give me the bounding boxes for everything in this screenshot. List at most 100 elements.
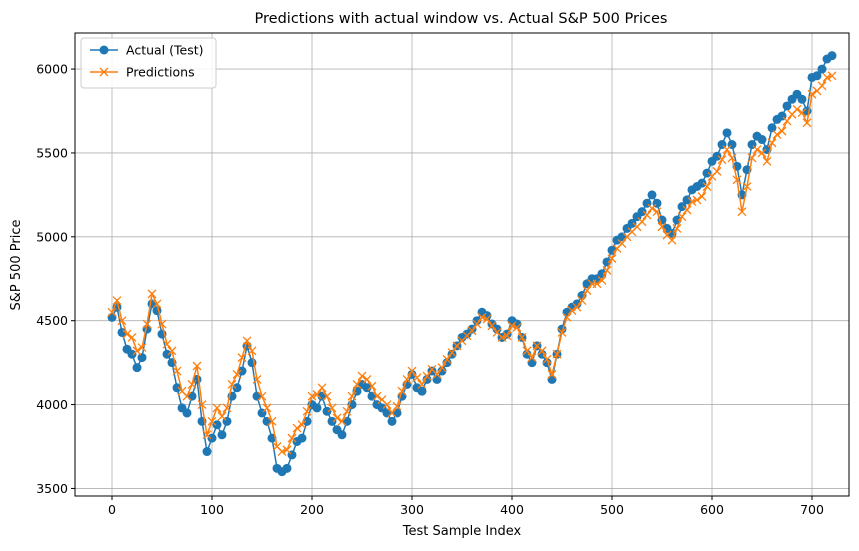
data-point [297, 433, 307, 443]
data-point [522, 346, 532, 356]
data-point [212, 420, 222, 430]
data-point [292, 423, 302, 433]
data-point [572, 302, 582, 312]
data-point [122, 329, 132, 339]
data-point [637, 207, 647, 217]
x-tick-label: 100 [200, 502, 224, 517]
data-point [607, 254, 617, 264]
data-point [477, 312, 487, 322]
data-point [157, 319, 167, 329]
data-point [482, 314, 492, 324]
data-point [162, 349, 172, 359]
data-point [642, 210, 652, 220]
data-point [752, 145, 762, 155]
data-point [247, 346, 257, 356]
data-point [702, 182, 712, 191]
data-point [682, 195, 692, 205]
data-point [652, 207, 662, 217]
data-point [502, 331, 512, 341]
data-point [242, 336, 252, 346]
x-tick-label: 0 [108, 502, 116, 517]
y-tick-label: 4000 [36, 397, 68, 412]
data-point [117, 327, 127, 337]
series-layer [107, 51, 837, 477]
data-point [252, 391, 262, 401]
data-point [582, 286, 592, 295]
data-point [657, 222, 667, 232]
data-point [572, 299, 582, 309]
data-point [567, 306, 577, 316]
data-point [677, 212, 687, 222]
x-tick-label: 500 [600, 502, 624, 517]
data-point [312, 403, 322, 413]
data-point [262, 403, 272, 413]
legend-actual-label: Actual (Test) [126, 43, 204, 58]
data-point [792, 104, 802, 114]
data-point [732, 175, 742, 185]
y-tick-label: 3500 [36, 481, 68, 496]
data-point [142, 319, 152, 329]
data-point [782, 101, 792, 111]
series-predictions [107, 71, 837, 457]
data-point [637, 217, 647, 227]
data-point [682, 205, 692, 215]
data-point [497, 333, 507, 342]
data-point [182, 391, 192, 401]
data-point [257, 391, 267, 401]
data-point [687, 197, 697, 207]
data-point [542, 354, 552, 364]
data-point [382, 400, 392, 410]
data-point [812, 71, 822, 81]
y-axis-label: S&P 500 Price [9, 219, 24, 310]
data-point [107, 307, 117, 317]
data-point [522, 349, 532, 359]
data-point [807, 89, 817, 99]
data-point [547, 369, 557, 379]
data-point [737, 207, 747, 217]
data-point [797, 108, 807, 118]
series-line [111, 54, 833, 473]
data-point [827, 71, 837, 81]
data-point [697, 192, 707, 202]
data-point [712, 151, 722, 161]
data-point [282, 463, 292, 473]
data-point [762, 156, 772, 166]
data-point [507, 321, 517, 331]
data-point [767, 138, 777, 148]
data-point [167, 346, 177, 356]
data-point [352, 379, 362, 389]
data-point [172, 366, 182, 376]
data-point [192, 361, 202, 371]
data-point [162, 339, 172, 349]
data-point [307, 391, 317, 401]
data-point [782, 116, 792, 126]
data-point [472, 316, 482, 326]
y-tick-label: 6000 [36, 62, 68, 77]
y-tick-label: 4500 [36, 313, 68, 328]
data-point [107, 312, 117, 322]
data-point [437, 366, 447, 376]
data-point [742, 182, 752, 191]
data-point [172, 383, 182, 393]
y-tick-label: 5500 [36, 145, 68, 160]
data-point [147, 289, 157, 299]
data-point [697, 178, 707, 188]
chart-title: Predictions with actual window vs. Actua… [255, 11, 668, 27]
data-point [267, 416, 277, 426]
data-point [797, 94, 807, 104]
data-point [202, 447, 212, 457]
data-point [357, 371, 367, 381]
data-point [397, 386, 407, 396]
data-point [317, 383, 327, 393]
data-point [387, 408, 397, 418]
series-actual [107, 51, 837, 477]
data-point [137, 353, 147, 363]
x-tick-label: 200 [300, 502, 324, 517]
data-point [327, 403, 337, 413]
data-point [437, 363, 447, 373]
grid [75, 33, 849, 496]
data-point [237, 353, 247, 363]
data-point [517, 333, 527, 342]
